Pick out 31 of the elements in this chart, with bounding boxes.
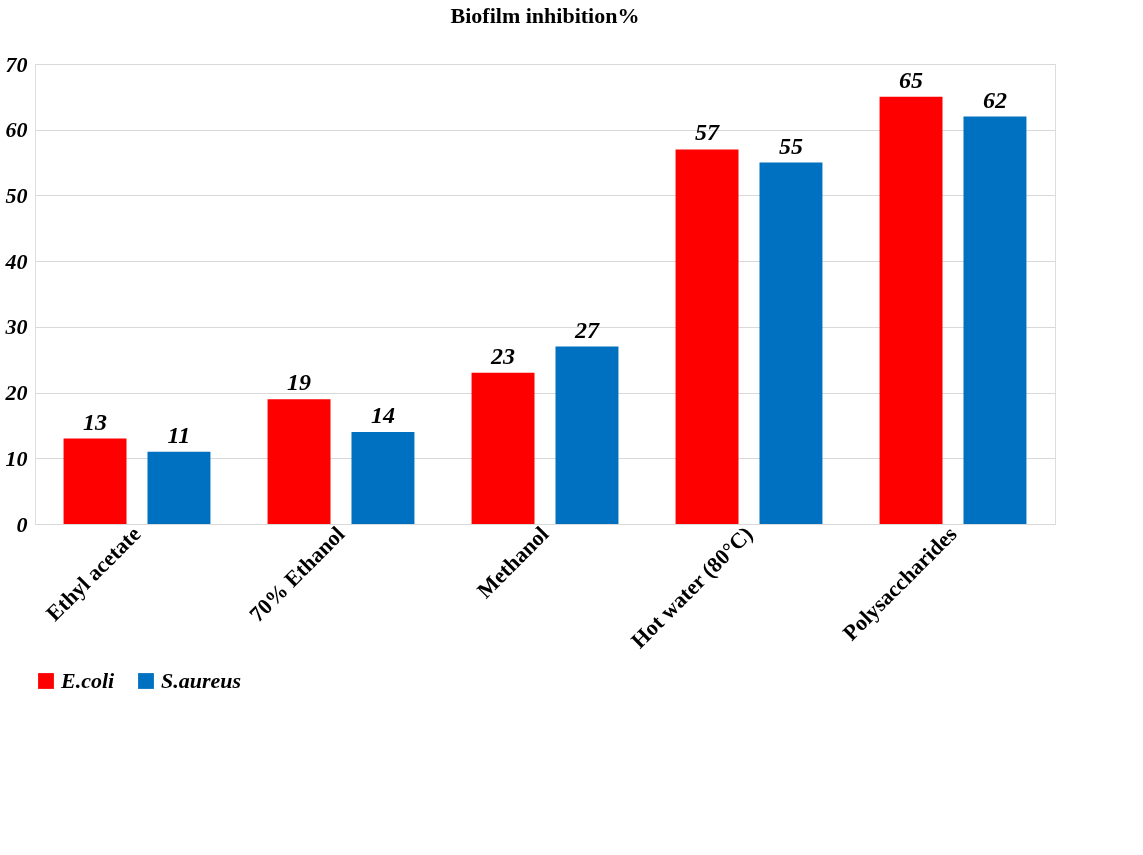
y-tick-label: 60 (5, 117, 28, 143)
data-label: 55 (778, 132, 803, 159)
data-label: 13 (83, 408, 108, 435)
y-tick-label: 20 (4, 380, 28, 406)
bar (471, 372, 535, 524)
legend-label: S.aureus (161, 668, 242, 693)
bar (267, 399, 331, 524)
data-label: 57 (695, 119, 721, 146)
data-label: 65 (899, 66, 924, 93)
bar (759, 162, 823, 524)
chart-title: Biofilm inhibition% (450, 3, 640, 28)
data-label: 19 (287, 369, 312, 396)
data-label: 14 (370, 402, 395, 428)
legend-label: E.coli (60, 668, 116, 693)
bar (675, 149, 739, 524)
bar (879, 96, 943, 524)
y-tick-label: 10 (5, 445, 28, 471)
data-label: 11 (167, 421, 191, 448)
y-tick-label: 70 (5, 51, 28, 77)
bar (63, 438, 127, 524)
bar (147, 451, 211, 524)
data-label: 23 (490, 342, 516, 369)
y-tick-label: 0 (16, 511, 28, 537)
bar (963, 116, 1027, 524)
bar (351, 432, 415, 524)
bar (555, 346, 619, 524)
data-label: 27 (573, 316, 600, 343)
y-tick-label: 30 (4, 314, 28, 340)
y-tick-label: 40 (4, 248, 28, 274)
data-label: 62 (982, 86, 1007, 113)
y-tick-label: 50 (5, 182, 28, 208)
